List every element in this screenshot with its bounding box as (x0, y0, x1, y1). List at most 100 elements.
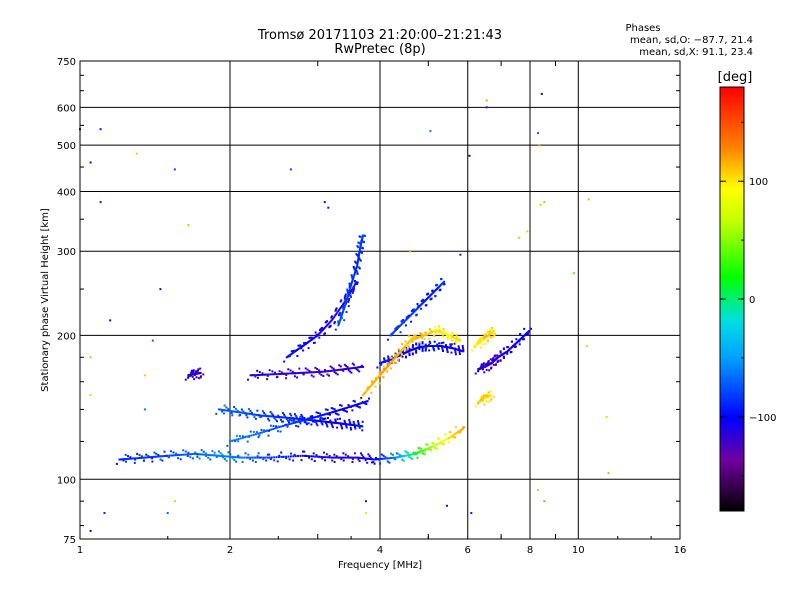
trace-point (278, 454, 281, 457)
trace-point (217, 454, 220, 457)
trace-point (321, 326, 324, 329)
trace-point (205, 455, 207, 457)
trace-point (223, 412, 225, 415)
trace-point (390, 452, 393, 455)
trace-point (330, 422, 333, 425)
scatter-point (89, 394, 92, 397)
trace-point (340, 425, 343, 428)
trace-point (356, 245, 359, 248)
trace-point (316, 368, 319, 370)
trace-point (449, 345, 452, 348)
trace-point (359, 248, 361, 251)
trace-point (381, 457, 384, 460)
trace-point (424, 349, 427, 352)
trace-point (454, 351, 457, 354)
trace-point (274, 415, 277, 418)
trace-point (260, 429, 263, 431)
trace-point (209, 454, 212, 457)
trace-point (354, 427, 357, 430)
trace-point (287, 455, 290, 458)
trace-point (134, 457, 137, 460)
trace-point (353, 366, 355, 369)
trace-point (290, 414, 293, 417)
trace-point (447, 338, 449, 341)
trace-point (322, 375, 325, 377)
trace-point (347, 293, 350, 296)
trace-point (295, 416, 298, 419)
trace-point (291, 352, 294, 355)
y-tick-label: 200 (57, 331, 76, 342)
scatter-point (538, 144, 541, 147)
trace-point (336, 373, 339, 376)
trace-point (190, 371, 193, 374)
trace-point (454, 349, 457, 352)
trace-point (356, 456, 359, 459)
trace-point (383, 361, 386, 363)
trace-point (390, 367, 393, 370)
trace-point (289, 353, 292, 356)
trace-point (518, 343, 521, 346)
trace-point (493, 355, 496, 358)
trace-point (247, 453, 250, 456)
trace-point (499, 351, 502, 354)
trace-point (398, 354, 401, 357)
phases-o-stats: mean, sd,O: −87.7, 21.4 (630, 35, 753, 46)
trace-point (367, 457, 370, 460)
trace-point (441, 348, 444, 351)
trace-point (315, 415, 318, 418)
trace-point (339, 408, 341, 411)
trace-point (349, 456, 352, 459)
trace-point (359, 366, 362, 368)
trace-point (407, 452, 410, 455)
trace-point (379, 462, 382, 465)
trace-point (358, 366, 361, 369)
trace-point (288, 421, 290, 424)
trace-point (421, 452, 424, 455)
trace-point (312, 452, 315, 455)
trace-point (274, 427, 277, 430)
trace-point (502, 357, 505, 359)
trace-point (432, 442, 435, 445)
trace-point (270, 415, 273, 418)
trace-point (339, 317, 342, 320)
trace-point (354, 281, 357, 284)
trace-point (346, 290, 349, 293)
trace-point (230, 455, 233, 458)
trace-point (326, 425, 329, 428)
trace-point (351, 281, 353, 284)
trace-point (197, 377, 200, 380)
trace-point (409, 453, 412, 456)
trace-point (353, 267, 356, 270)
trace-point (420, 333, 423, 336)
trace-point (360, 246, 363, 249)
trace-point (355, 403, 358, 406)
trace-point (347, 369, 350, 372)
trace-point (192, 370, 195, 373)
trace-point (300, 347, 303, 350)
trace-point (389, 334, 392, 337)
trace-point (219, 452, 222, 455)
trace-point (344, 421, 347, 424)
trace-point (273, 415, 276, 418)
trace-point (352, 404, 355, 407)
trace-point (342, 309, 345, 312)
trace-point (282, 425, 284, 427)
trace-point (273, 459, 276, 462)
trace-point (401, 322, 404, 325)
trace-point (484, 396, 487, 399)
trace-point (488, 369, 491, 372)
trace-point (211, 450, 214, 452)
trace-point (427, 292, 430, 295)
trace-point (177, 453, 180, 456)
trace-point (168, 455, 170, 458)
trace-point (447, 441, 450, 444)
trace-point (184, 378, 187, 381)
trace-point (330, 407, 333, 410)
trace-point (408, 455, 411, 458)
trace-point (252, 413, 255, 416)
trace-point (258, 371, 261, 374)
trace-point (421, 341, 424, 344)
trace-point (294, 372, 296, 375)
trace-point (314, 331, 317, 334)
trace-point (405, 454, 408, 457)
